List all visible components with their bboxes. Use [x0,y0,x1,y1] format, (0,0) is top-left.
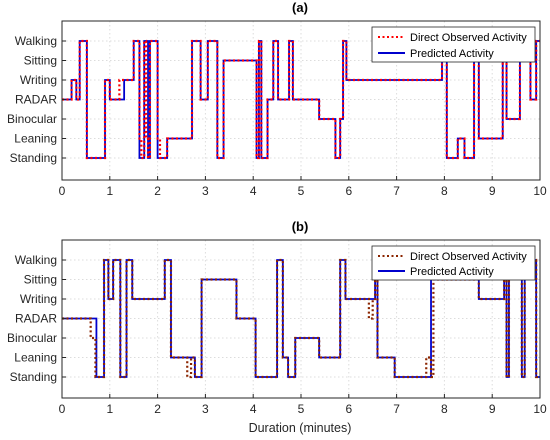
panel-a-xtick-label-5: 5 [298,184,305,198]
panel-b-legend-box [371,245,536,281]
panel-b: (b) 0 1 2 3 4 5 6 7 8 9 10 Standing Leaning Binocular… [7,219,547,435]
panel-a-xtick-label-7: 7 [393,184,400,198]
panel-b-ytick-label-5: Sitting [24,273,57,287]
panel-a-legend-label-observed: Direct Observed Activity [410,32,527,44]
panel-a-series-observed [62,39,540,160]
panel-a-ytick-label-6: Walking [15,34,57,48]
panel-b-ytick-label-1: Leaning [14,351,57,365]
panel-b-xtick-label-5: 5 [298,402,305,416]
panel-a-ytick-label-5: Sitting [24,54,57,68]
panel-a-xtick-label-1: 1 [106,184,113,198]
panel-b-axes: 0 1 2 3 4 5 6 7 8 9 10 Standing Leaning Binocular RADA… [7,253,547,416]
panel-b-ytick-label-4: Writing [20,292,57,306]
panel-b-xtick-label-2: 2 [154,402,161,416]
panel-a-xtick-label-2: 2 [154,184,161,198]
panel-a-ytick-label-1: Leaning [14,132,57,146]
panel-b-ytick-label-2: Binocular [7,331,57,345]
panel-a-ytick-label-2: Binocular [7,112,57,126]
panel-b-ytick-label-0: Standing [10,370,57,384]
panel-b-legend: Direct Observed Activity Predicted Activ… [371,245,536,281]
panel-b-legend-label-predicted: Predicted Activity [410,266,494,278]
panel-b-xtick-label-6: 6 [345,402,352,416]
panel-a-xtick-label-9: 9 [489,184,496,198]
panel-a-xtick-label-10: 10 [533,184,547,198]
panel-a-ytick-label-4: Writing [20,73,57,87]
panel-b-ytick-label-6: Walking [15,253,57,267]
panel-a-title: (a) [292,0,308,15]
x-axis-title: Duration (minutes) [249,421,352,435]
panel-b-title: (b) [292,219,309,234]
panel-a-legend: Direct Observed Activity Predicted Activ… [371,26,536,63]
panel-a-legend-box [371,26,536,63]
panel-b-xtick-label-0: 0 [59,402,66,416]
panel-a-xtick-label-3: 3 [202,184,209,198]
panel-a-xtick-label-4: 4 [250,184,257,198]
panel-a-xtick-label-8: 8 [441,184,448,198]
panel-b-legend-label-observed: Direct Observed Activity [410,251,527,263]
panel-a-xtick-label-0: 0 [59,184,66,198]
panel-b-xtick-label-10: 10 [533,402,547,416]
panel-b-xtick-label-9: 9 [489,402,496,416]
panel-b-ytick-label-3: RADAR [15,312,57,326]
panel-b-xtick-label-3: 3 [202,402,209,416]
panel-b-xtick-label-1: 1 [106,402,113,416]
panel-a-xtick-label-6: 6 [345,184,352,198]
panel-a-ytick-label-0: Standing [10,151,57,165]
panel-b-xtick-label-4: 4 [250,402,257,416]
panel-b-series-observed [62,258,540,379]
panel-a-ytick-label-3: RADAR [15,93,57,107]
panel-b-xtick-label-8: 8 [441,402,448,416]
panel-a-legend-label-predicted: Predicted Activity [410,48,494,60]
panel-b-xtick-label-7: 7 [393,402,400,416]
panel-a-axes: 0 1 2 3 4 5 6 7 8 9 10 Standing Leaning Binocular RADA… [7,34,547,198]
panel-a: (a) 0 1 2 3 4 5 6 7 8 9 10 Standing Leaning Binocular… [7,0,547,198]
